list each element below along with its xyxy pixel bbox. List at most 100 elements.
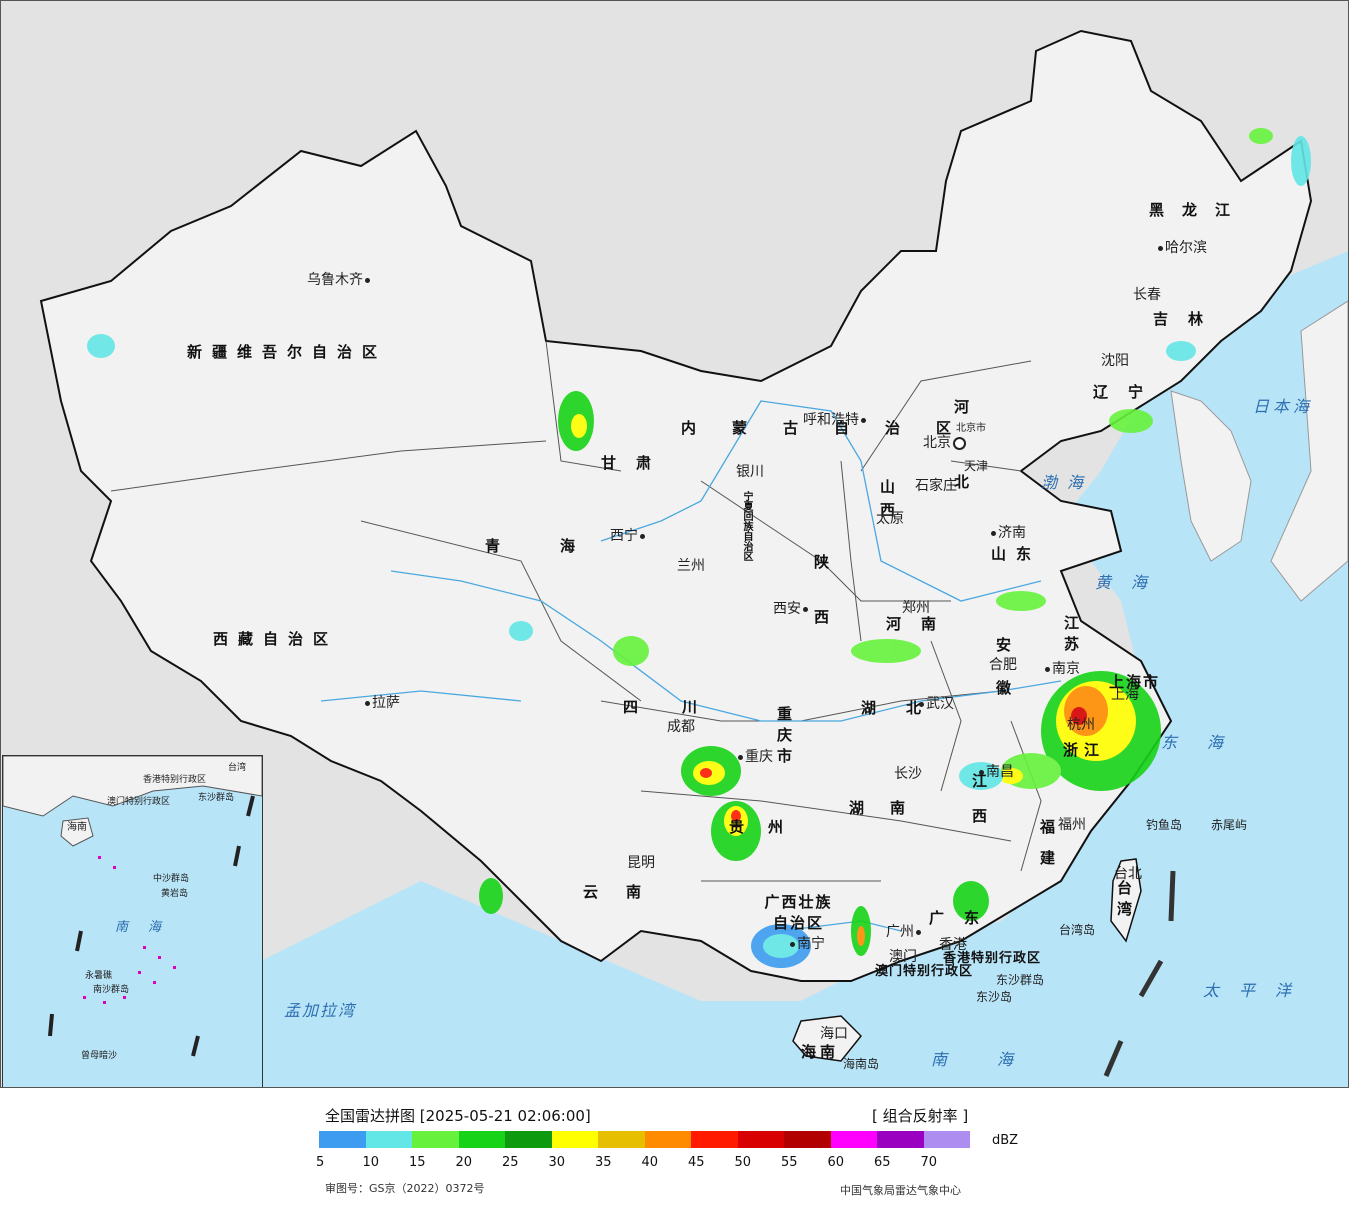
legend-unit: dBZ [992, 1133, 1019, 1148]
city-label: 上海 [1111, 687, 1139, 703]
inset-label: 香港特别行政区 [143, 775, 207, 785]
hainan-island [792, 1015, 863, 1062]
province-label: 广西壮族自治区 [764, 893, 833, 932]
legend-product: [ 组合反射率 ] [872, 1107, 969, 1125]
legend-tick-label: 25 [502, 1155, 519, 1170]
city-label: 南昌 [977, 761, 1014, 781]
legend-tick-label: 55 [781, 1155, 798, 1170]
city-label: 西宁 [610, 525, 647, 545]
province-label: 甘肃 [601, 454, 672, 472]
legend-swatch [505, 1131, 552, 1148]
province-label: 安徽 [994, 637, 1012, 723]
city-label: 澳门 [889, 949, 917, 965]
inset-label: 台湾 [228, 763, 247, 773]
province-label: 海南 [801, 1043, 840, 1061]
island-label: 东沙群岛 [996, 973, 1045, 987]
city-label: 石家庄 [915, 478, 957, 494]
province-label: 山西 [878, 479, 896, 525]
legend-swatch [923, 1131, 970, 1148]
province-label: 辽宁 [1093, 383, 1164, 401]
city-label: 杭州 [1067, 717, 1095, 733]
city-label: 郑州 [902, 600, 930, 616]
legend-tick-label: 30 [548, 1155, 566, 1170]
city-label: 乌鲁木齐 [307, 269, 372, 289]
city-label: 天津 [964, 459, 989, 473]
province-label: 西藏自治区 [213, 630, 339, 648]
legend-tick-label: 70 [920, 1155, 938, 1170]
island-label: 海南岛 [843, 1057, 880, 1071]
sea-label: 孟加拉湾 [284, 1001, 357, 1020]
city-label: 香港 [939, 937, 967, 953]
city-label: 北京市 [956, 423, 986, 434]
legend: 全国雷达拼图 [2025-05-21 02:06:00] [ 组合反射率 ] d… [0, 1088, 1349, 1208]
legend-swatch [691, 1131, 738, 1148]
city-label: 长春 [1133, 287, 1161, 303]
legend-tick-label: 50 [734, 1155, 752, 1170]
radar-echoes [87, 128, 1311, 968]
inset-label: 中沙群岛 [153, 874, 190, 884]
city-label: 沈阳 [1101, 353, 1129, 369]
sea-label: 日本海 [1253, 397, 1314, 416]
city-label: 南京 [1043, 658, 1080, 678]
city-label: 太原 [876, 511, 904, 527]
approval-number: 审图号：GS京（2022）0372号 [325, 1182, 485, 1195]
province-label: 江西 [970, 773, 988, 843]
inset-label: 南沙群岛 [93, 985, 130, 995]
province-label: 云南 [583, 883, 670, 901]
province-label: 福建 [1038, 819, 1056, 881]
legend-swatch [644, 1131, 691, 1148]
ocean [261, 251, 1348, 1087]
legend-tick-label: 35 [595, 1155, 612, 1170]
sea-label: 太平洋 [1203, 981, 1312, 1000]
city-label: 南宁 [788, 933, 825, 953]
province-label: 江苏 [1062, 615, 1080, 657]
inset-label: 曾母暗沙 [81, 1051, 118, 1061]
province-label: 香港特别行政区 [943, 951, 1042, 966]
province-label: 青海 [485, 537, 636, 555]
legend-swatch [551, 1131, 598, 1148]
city-label: 武汉 [917, 693, 954, 713]
province-label: 陕西 [812, 554, 830, 664]
inset-label: 黄岩岛 [161, 889, 189, 899]
city-label: 呼和浩特 [803, 409, 868, 429]
island-label: 钓鱼岛 [1146, 818, 1183, 832]
inset-label: 永暑礁 [85, 971, 113, 981]
legend-swatch [412, 1131, 459, 1148]
taiwan-island [1110, 858, 1142, 943]
city-label: 长沙 [894, 766, 922, 782]
legend-tick-label: 20 [455, 1155, 473, 1170]
legend-tick-label: 60 [827, 1155, 845, 1170]
color-bar [319, 1131, 970, 1148]
province-label: 广东 [929, 909, 1000, 927]
legend-swatch [877, 1131, 924, 1148]
city-label: 合肥 [989, 657, 1017, 673]
sea-label: 南海 [931, 1050, 1064, 1069]
city-label: 台北 [1114, 866, 1142, 882]
sea-boundary-lines [1103, 870, 1176, 1077]
sea-label: 黄海 [1095, 573, 1168, 592]
province-label: 浙江 [1063, 741, 1106, 759]
province-label: 台湾 [1115, 880, 1133, 922]
inset-label: 东沙群岛 [198, 793, 235, 803]
island-label: 台湾岛 [1059, 923, 1096, 937]
city-label: 广州 [886, 921, 923, 941]
province-label: 内蒙古自治区 [681, 419, 988, 437]
map-canvas [39, 29, 1348, 1087]
island-label: 东沙岛 [976, 990, 1013, 1004]
legend-swatch [737, 1131, 784, 1148]
legend-tick-label: 40 [641, 1155, 659, 1170]
sea-label: 渤海 [1041, 473, 1094, 492]
city-label: 兰州 [677, 558, 705, 574]
south-china-sea-inset: 海南 香港特别行政区 澳门特别行政区 台湾 东沙群岛 中沙群岛 黄岩岛 南沙群岛… [2, 755, 263, 1087]
province-label: 贵州 [729, 818, 808, 836]
legend-tick-label: 5 [316, 1155, 325, 1170]
province-label: 河南 [886, 615, 957, 633]
legend-swatch [598, 1131, 645, 1148]
japan-landmass [1270, 300, 1348, 602]
city-label: 哈尔滨 [1156, 237, 1207, 257]
inset-label: 海南 [67, 822, 87, 833]
legend-swatch [784, 1131, 831, 1148]
legend-tick-label: 10 [362, 1155, 380, 1170]
province-label: 山东 [991, 545, 1042, 563]
legend-tick-label: 45 [688, 1155, 705, 1170]
